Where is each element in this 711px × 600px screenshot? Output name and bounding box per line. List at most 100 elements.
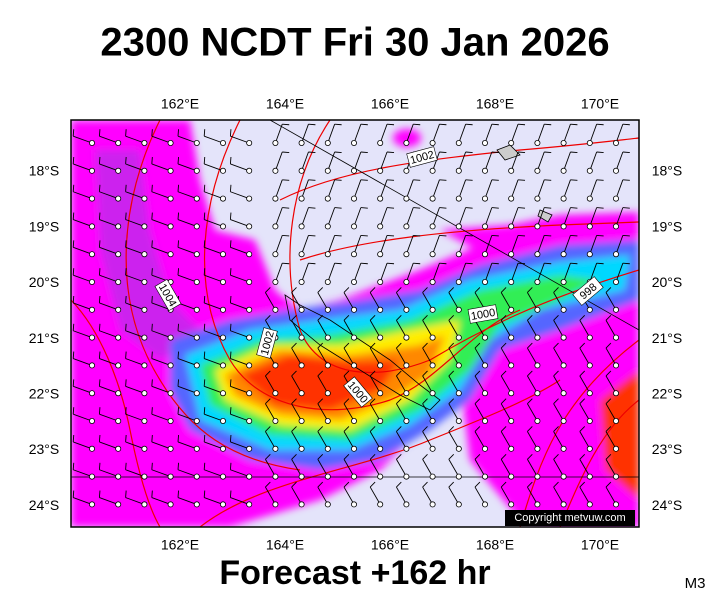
barb-station bbox=[350, 334, 357, 341]
barb-station bbox=[272, 167, 279, 174]
barb-staff bbox=[291, 347, 302, 366]
barb-station bbox=[193, 251, 200, 258]
barb-staff bbox=[448, 292, 460, 311]
barb-feather bbox=[500, 342, 507, 349]
barb-station bbox=[324, 167, 331, 174]
barb-feather bbox=[422, 398, 428, 404]
barb-feather bbox=[622, 179, 630, 181]
barb-staff bbox=[379, 207, 388, 227]
barb-feather bbox=[553, 481, 559, 488]
barb-station bbox=[89, 167, 96, 174]
barb-feather bbox=[491, 123, 499, 126]
barb-station bbox=[429, 501, 436, 508]
barb-station bbox=[429, 167, 436, 174]
barb-staff bbox=[301, 207, 309, 227]
barb-station bbox=[455, 139, 462, 146]
barb-feather bbox=[448, 370, 455, 377]
barb-feather bbox=[596, 151, 604, 154]
barb-staff bbox=[99, 135, 119, 144]
barb-staff bbox=[73, 358, 93, 366]
barb-station bbox=[455, 278, 462, 285]
barb-feather bbox=[439, 207, 447, 209]
barb-station bbox=[219, 223, 226, 230]
barb-staff bbox=[204, 219, 224, 227]
barb-feather bbox=[203, 490, 206, 498]
barb-station bbox=[403, 195, 410, 202]
barb-feather bbox=[570, 207, 578, 209]
barb-feather bbox=[177, 129, 180, 137]
barb-staff bbox=[291, 459, 302, 477]
barb-feather bbox=[570, 179, 578, 181]
barb-feather bbox=[570, 151, 578, 154]
barb-staff bbox=[484, 179, 493, 199]
barb-station bbox=[586, 167, 593, 174]
barb-feather bbox=[579, 453, 586, 460]
barb-staff bbox=[510, 151, 519, 171]
latitude-label: 23°S bbox=[29, 441, 60, 457]
barb-staff bbox=[274, 235, 283, 255]
barb-feather bbox=[72, 462, 75, 470]
barb-station bbox=[89, 139, 96, 146]
barb-station bbox=[219, 251, 226, 258]
barb-staff bbox=[369, 486, 381, 505]
barb-feather bbox=[500, 481, 507, 488]
barb-staff bbox=[422, 459, 433, 477]
barb-station bbox=[350, 139, 357, 146]
barb-feather bbox=[491, 207, 499, 209]
barb-staff bbox=[151, 413, 171, 422]
barb-station bbox=[141, 278, 148, 285]
barb-staff bbox=[396, 375, 407, 394]
barb-feather bbox=[596, 262, 604, 265]
barb-feather bbox=[518, 262, 526, 265]
barb-staff bbox=[432, 207, 440, 227]
longitude-label: 162°E bbox=[161, 96, 199, 112]
barb-station bbox=[586, 501, 593, 508]
barb-staff bbox=[553, 375, 564, 394]
barb-staff bbox=[73, 163, 93, 172]
barb-feather bbox=[125, 462, 127, 470]
barb-staff bbox=[527, 486, 538, 505]
barb-feather bbox=[553, 287, 559, 293]
barb-staff bbox=[379, 263, 388, 283]
barb-station bbox=[193, 278, 200, 285]
barb-staff bbox=[204, 246, 224, 255]
isobar-label-box bbox=[154, 278, 182, 312]
barb-staff bbox=[343, 431, 355, 450]
barb-feather bbox=[203, 351, 206, 359]
barb-staff bbox=[396, 486, 407, 505]
barb-staff bbox=[553, 403, 564, 422]
barb-staff bbox=[605, 320, 617, 338]
barb-feather bbox=[474, 426, 481, 432]
barb-feather bbox=[72, 379, 75, 387]
barb-staff bbox=[527, 375, 538, 394]
barb-staff bbox=[177, 385, 197, 394]
barb-feather bbox=[622, 234, 630, 237]
barb-feather bbox=[308, 234, 316, 237]
barb-staff bbox=[448, 403, 460, 422]
barb-station bbox=[560, 390, 567, 397]
barb-staff bbox=[265, 375, 276, 394]
barb-feather bbox=[98, 129, 101, 137]
barb-station bbox=[613, 167, 620, 174]
barb-feather bbox=[98, 184, 101, 192]
barb-staff bbox=[204, 274, 224, 283]
barb-station bbox=[586, 306, 593, 313]
barb-staff bbox=[579, 320, 591, 338]
barb-station bbox=[298, 278, 305, 285]
barb-staff bbox=[317, 486, 329, 505]
barb-station bbox=[298, 251, 305, 258]
barb-feather bbox=[229, 351, 232, 359]
barb-station bbox=[586, 251, 593, 258]
longitude-label: 162°E bbox=[161, 537, 199, 553]
barb-station bbox=[377, 278, 384, 285]
barb-station bbox=[141, 251, 148, 258]
barb-station bbox=[508, 390, 515, 397]
barb-station bbox=[455, 167, 462, 174]
barb-staff bbox=[396, 431, 407, 450]
barb-staff bbox=[510, 179, 519, 199]
barb-staff bbox=[448, 320, 460, 338]
barb-feather bbox=[151, 156, 153, 164]
barb-station bbox=[429, 473, 436, 480]
barb-feather bbox=[98, 379, 101, 387]
barb-station bbox=[586, 390, 593, 397]
